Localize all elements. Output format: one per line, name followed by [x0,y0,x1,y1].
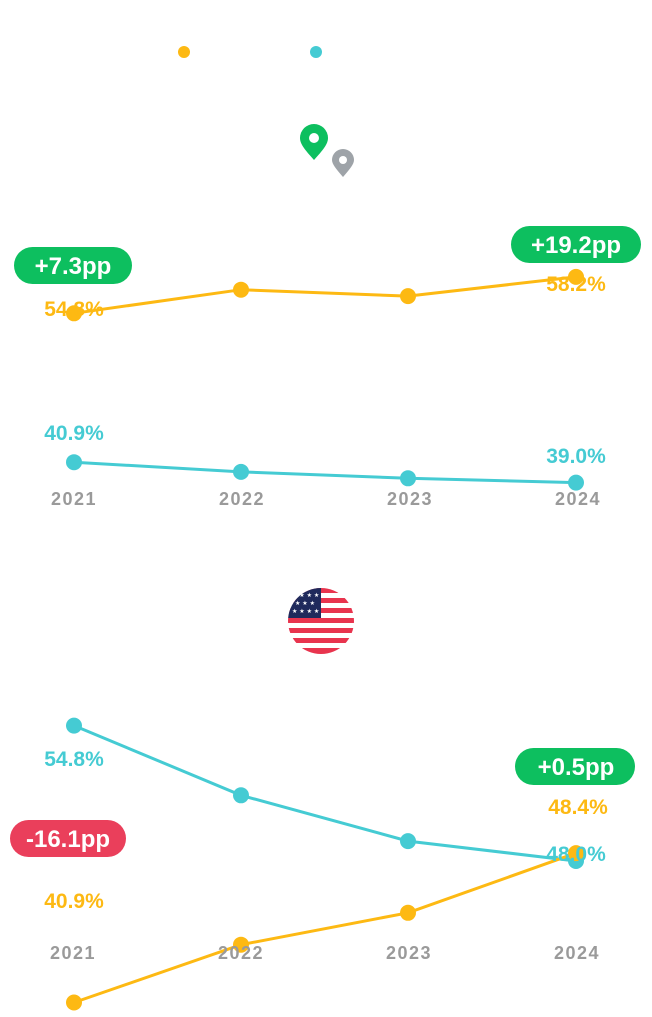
map-pin-green-icon [300,124,328,160]
data-point [568,268,584,285]
data-point [568,845,584,862]
x-tick-label: 2023 [386,943,432,963]
data-point [400,833,416,850]
data-point [568,474,584,491]
delta-badge: +7.3pp [14,247,132,284]
value-label: 40.9% [44,422,104,445]
series-line-yellow [73,275,577,315]
chart-2: 54.8% 48.0% 40.9% 48.4% -16.1pp +0.5pp 2… [10,717,635,1011]
data-point [233,936,249,953]
data-point [233,463,249,480]
data-point [66,305,82,322]
value-label: 48.0% [546,843,606,866]
x-tick-label: 2022 [218,943,264,963]
x-tick-label: 2021 [51,489,97,509]
x-tick-label: 2023 [387,489,433,509]
series-line-teal [73,724,577,863]
svg-text:★ ★ ★ ★: ★ ★ ★ ★ [292,592,319,599]
svg-text:+0.5pp: +0.5pp [538,754,615,781]
value-label: 54.8% [44,748,104,771]
series-line-yellow [73,851,577,1004]
data-point [400,288,416,305]
svg-text:+7.3pp: +7.3pp [35,253,112,280]
data-point [66,994,82,1011]
data-point [66,454,82,471]
delta-badge: -16.1pp [10,820,126,857]
us-flag-icon: ★ ★ ★ ★ ★ ★ ★ ★ ★ ★ ★ [288,588,354,654]
x-tick-label: 2024 [554,943,600,963]
x-tick-label: 2022 [219,489,265,509]
value-label: 58.2% [546,273,606,296]
svg-text:★ ★ ★: ★ ★ ★ [295,600,315,607]
data-point [233,281,249,298]
svg-text:-16.1pp: -16.1pp [26,826,110,853]
data-point [233,787,249,804]
map-pin-gray-icon [332,149,354,177]
x-tick-label: 2021 [50,943,96,963]
data-point [400,904,416,921]
value-label: 48.4% [548,796,608,819]
value-label: 40.9% [44,890,104,913]
svg-text:+19.2pp: +19.2pp [531,232,621,259]
data-point [66,717,82,734]
svg-text:★ ★ ★ ★: ★ ★ ★ ★ [292,608,319,615]
data-point [400,470,416,487]
legend-dot-yellow [178,46,190,58]
delta-badge: +19.2pp [511,226,641,263]
legend-dot-teal [310,46,322,58]
delta-badge: +0.5pp [515,748,635,785]
chart-1: 54.8% 58.2% 40.9% 39.0% +7.3pp +19.2pp 2… [14,226,641,509]
x-tick-label: 2024 [555,489,601,509]
series-line-teal [73,460,577,485]
value-label: 54.8% [44,298,104,321]
value-label: 39.0% [546,445,606,468]
